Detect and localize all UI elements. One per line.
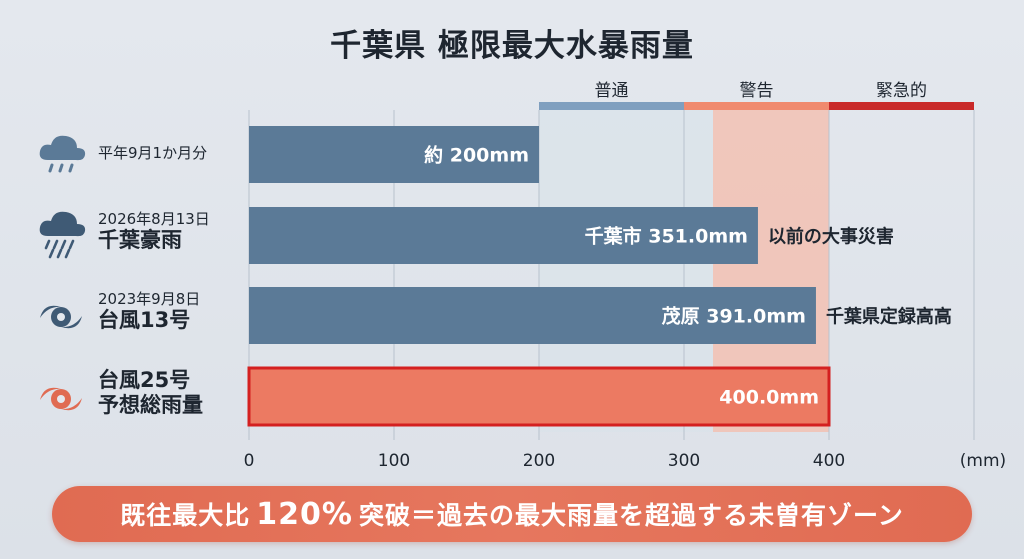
banner-suffix: 突破＝過去の最大雨量を超過する未曽有ゾーン [358, 501, 904, 530]
typhoon-icon [40, 305, 82, 329]
tick-label-400: 400 [813, 451, 845, 471]
row-label-3: 台風25号 予想総雨量 [98, 368, 203, 418]
banner-prefix: 既往最大比 [120, 501, 251, 530]
typhoon-red-icon [40, 387, 82, 411]
bar-label-2: 茂原 391.0mm [662, 305, 806, 328]
summary-banner: 既往最大比 120% 突破＝過去の最大雨量を超過する未曽有ゾーン [52, 486, 972, 542]
zone-band-1 [684, 102, 829, 110]
row-2-event: 台風13号 [98, 308, 191, 332]
bar-3 [247, 366, 831, 427]
tick-label-200: 200 [523, 451, 555, 471]
row-3-event: 台風25号 [98, 368, 191, 392]
cloud-heavy-rain-icon [39, 211, 86, 259]
axis-unit-label: (mm) [960, 451, 1006, 471]
row-1-event: 千葉豪雨 [98, 228, 182, 252]
row-2-date: 2023年9月8日 [98, 290, 201, 308]
bar-label-3: 400.0mm [719, 387, 819, 409]
zone-label-1: 警告 [740, 81, 774, 101]
cloud-rain-icon [39, 135, 86, 173]
tick-label-100: 100 [378, 451, 410, 471]
row-0-line1: 平年9月1か月分 [98, 144, 208, 162]
banner-percent: 120% [256, 496, 353, 532]
tick-label-0: 0 [244, 451, 255, 471]
zone-label-2: 緊急的 [876, 81, 927, 101]
row-label-1: 2026年8月13日 千葉豪雨 [98, 210, 210, 253]
bar-label-1: 千葉市 351.0mm [585, 225, 748, 248]
zone-band-2 [829, 102, 974, 110]
chart-title: 千葉県 極限最大水暴雨量 [330, 28, 694, 64]
bar-1 [249, 207, 758, 264]
row-1-date: 2026年8月13日 [98, 210, 210, 228]
row-label-2: 2023年9月8日 台風13号 [98, 290, 200, 333]
tick-label-300: 300 [668, 451, 700, 471]
bar-2 [249, 287, 816, 344]
zone-label-0: 普通 [595, 81, 629, 101]
row-3-desc: 予想総雨量 [98, 393, 203, 418]
annotation-2: 千葉県定録高高 [826, 306, 952, 328]
bar-0 [249, 126, 539, 183]
row-label-0: 平年9月1か月分 [98, 144, 207, 162]
bar-label-0: 約 200mm [424, 144, 529, 167]
zone-band-0 [539, 102, 684, 110]
annotation-1: 以前の大事災害 [768, 226, 894, 248]
